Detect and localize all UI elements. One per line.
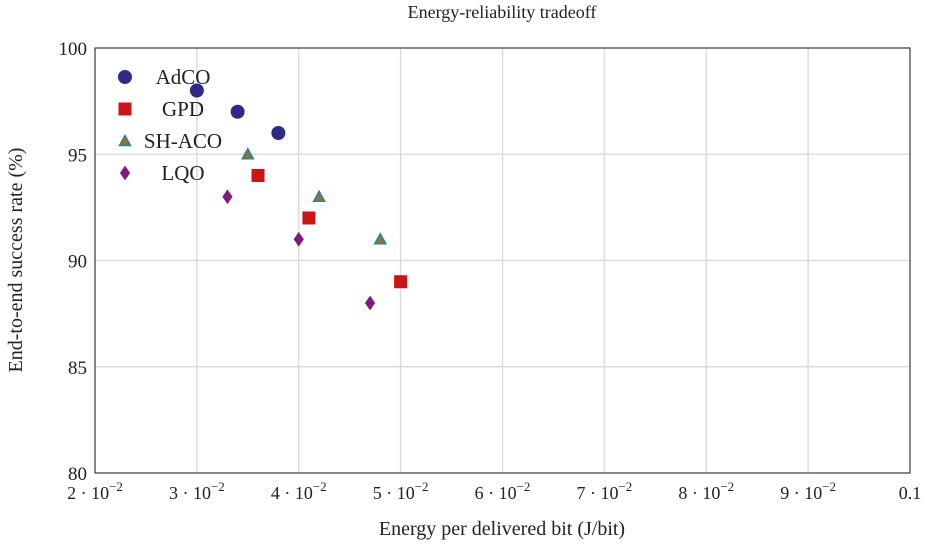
legend: AdCO GPD SH-ACO LQO xyxy=(118,65,222,185)
axis-ticks: 2 · 10−2 3 · 10−2 4 · 10−2 5 · 10−2 6 · 10−2… xyxy=(59,39,922,503)
data-point-adco xyxy=(189,83,204,98)
x-tick-label: 9 · 10−2 xyxy=(780,479,836,503)
x-tick-label: 7 · 10−2 xyxy=(576,479,632,503)
x-tick-label: 3 · 10−2 xyxy=(169,479,225,503)
y-axis-label: End-to-end success rate (%) xyxy=(5,148,27,373)
data-point-sh-aco xyxy=(373,232,388,245)
legend-label: SH-ACO xyxy=(144,129,222,153)
legend-marker-sh-aco xyxy=(118,133,132,147)
data-point-gpd xyxy=(251,169,265,182)
plot-frame xyxy=(94,47,911,474)
x-tick-label: 8 · 10−2 xyxy=(678,479,734,503)
x-tick-label: 4 · 10−2 xyxy=(271,479,327,503)
data-point-sh-aco xyxy=(312,189,326,202)
legend-label: GPD xyxy=(162,97,204,121)
y-tick-label: 80 xyxy=(68,464,87,485)
legend-marker-lqo xyxy=(119,165,131,181)
data-point-adco xyxy=(230,104,245,119)
data-point-lqo xyxy=(222,189,233,205)
x-tick-label: 6 · 10−2 xyxy=(475,479,531,503)
data-point-sh-aco xyxy=(241,147,255,160)
x-tick-label: 0.1 xyxy=(899,483,922,503)
legend-label: LQO xyxy=(161,161,204,185)
data-point-adco xyxy=(271,126,286,140)
data-point-gpd xyxy=(302,211,316,225)
chart-title: Energy-reliability tradeoff xyxy=(408,2,597,22)
legend-marker-adco xyxy=(118,70,132,84)
x-tick-label: 2 · 10−2 xyxy=(67,479,123,503)
x-tick-label: 5 · 10−2 xyxy=(373,479,429,503)
y-tick-label: 85 xyxy=(68,358,87,379)
grid xyxy=(94,47,911,474)
y-tick-label: 100 xyxy=(59,39,88,60)
legend-marker-gpd xyxy=(118,102,132,116)
data-point-lqo xyxy=(293,231,304,247)
data-point-gpd xyxy=(394,275,408,289)
x-axis-label: Energy per delivered bit (J/bit) xyxy=(379,518,625,540)
y-tick-label: 90 xyxy=(68,252,87,273)
data-point-lqo xyxy=(364,295,376,311)
legend-label: AdCO xyxy=(156,65,211,89)
data-points xyxy=(189,83,408,311)
y-tick-label: 95 xyxy=(68,145,87,166)
